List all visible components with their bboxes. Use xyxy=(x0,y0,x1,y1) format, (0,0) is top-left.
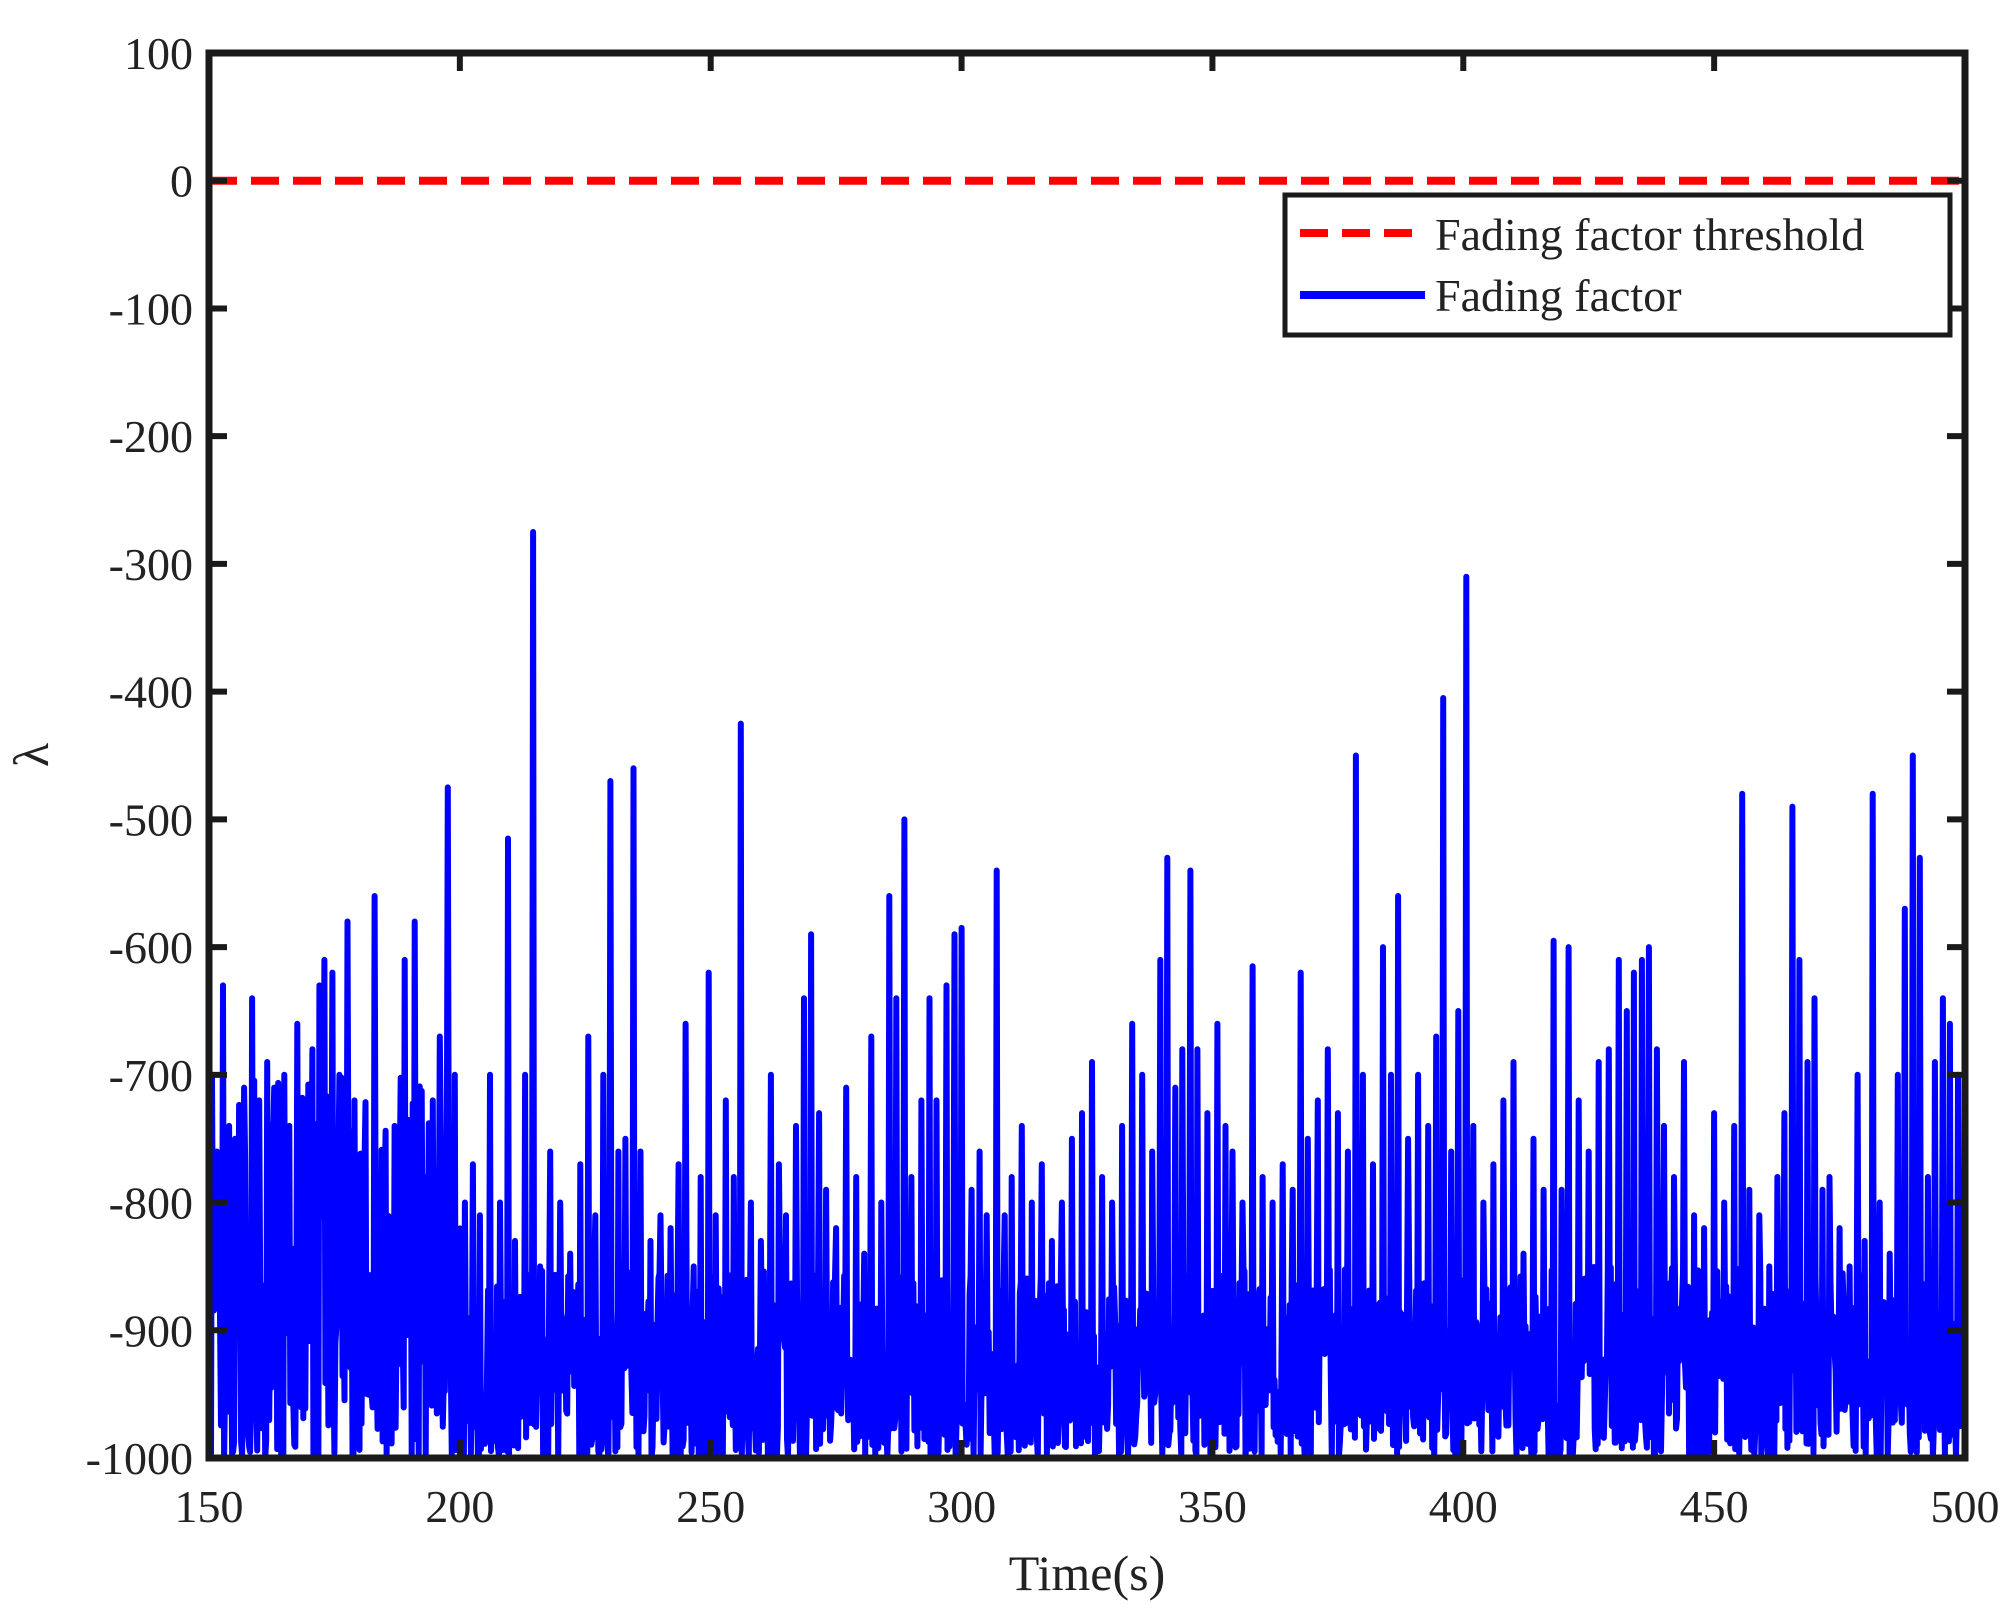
legend-box xyxy=(1282,192,1953,338)
y-tick-label: -300 xyxy=(109,539,193,590)
y-tick-label: -900 xyxy=(109,1305,193,1356)
x-tick-label: 450 xyxy=(1680,1481,1749,1532)
x-tick-label: 350 xyxy=(1178,1481,1247,1532)
x-tick-label: 250 xyxy=(676,1481,745,1532)
ticks-layer xyxy=(206,50,1968,1461)
y-tick-label: -400 xyxy=(109,667,193,718)
x-tick-label: 400 xyxy=(1429,1481,1498,1532)
tick-labels: 150 200 250 300 350 400 450 500 100 0 -100 -200 -300… xyxy=(86,28,2000,1532)
y-tick-label: -100 xyxy=(109,283,193,334)
x-tick-label: 150 xyxy=(175,1481,244,1532)
legend-label-threshold: Fading factor threshold xyxy=(1435,209,1864,260)
legend-label-factor: Fading factor xyxy=(1435,270,1682,321)
series-line-fading-factor xyxy=(209,529,1965,1458)
y-tick-label: 100 xyxy=(124,28,193,79)
y-tick-label: -800 xyxy=(109,1178,193,1229)
y-tick-label: -200 xyxy=(109,411,193,462)
x-axis-title: Time(s) xyxy=(1009,1545,1166,1601)
y-axis-title: λ xyxy=(3,743,59,767)
data-layer xyxy=(209,176,1965,1458)
x-tick-label: 200 xyxy=(425,1481,494,1532)
y-tick-label: -600 xyxy=(109,922,193,973)
x-tick-label: 500 xyxy=(1931,1481,2000,1532)
y-tick-label: -500 xyxy=(109,794,193,845)
y-tick-label: -700 xyxy=(109,1050,193,1101)
y-tick-label: -1000 xyxy=(86,1433,193,1484)
x-tick-label: 300 xyxy=(927,1481,996,1532)
legend: Fading factor threshold Fading factor xyxy=(1282,192,1953,338)
y-tick-label: 0 xyxy=(170,156,193,207)
plot-frame xyxy=(205,49,1969,1462)
